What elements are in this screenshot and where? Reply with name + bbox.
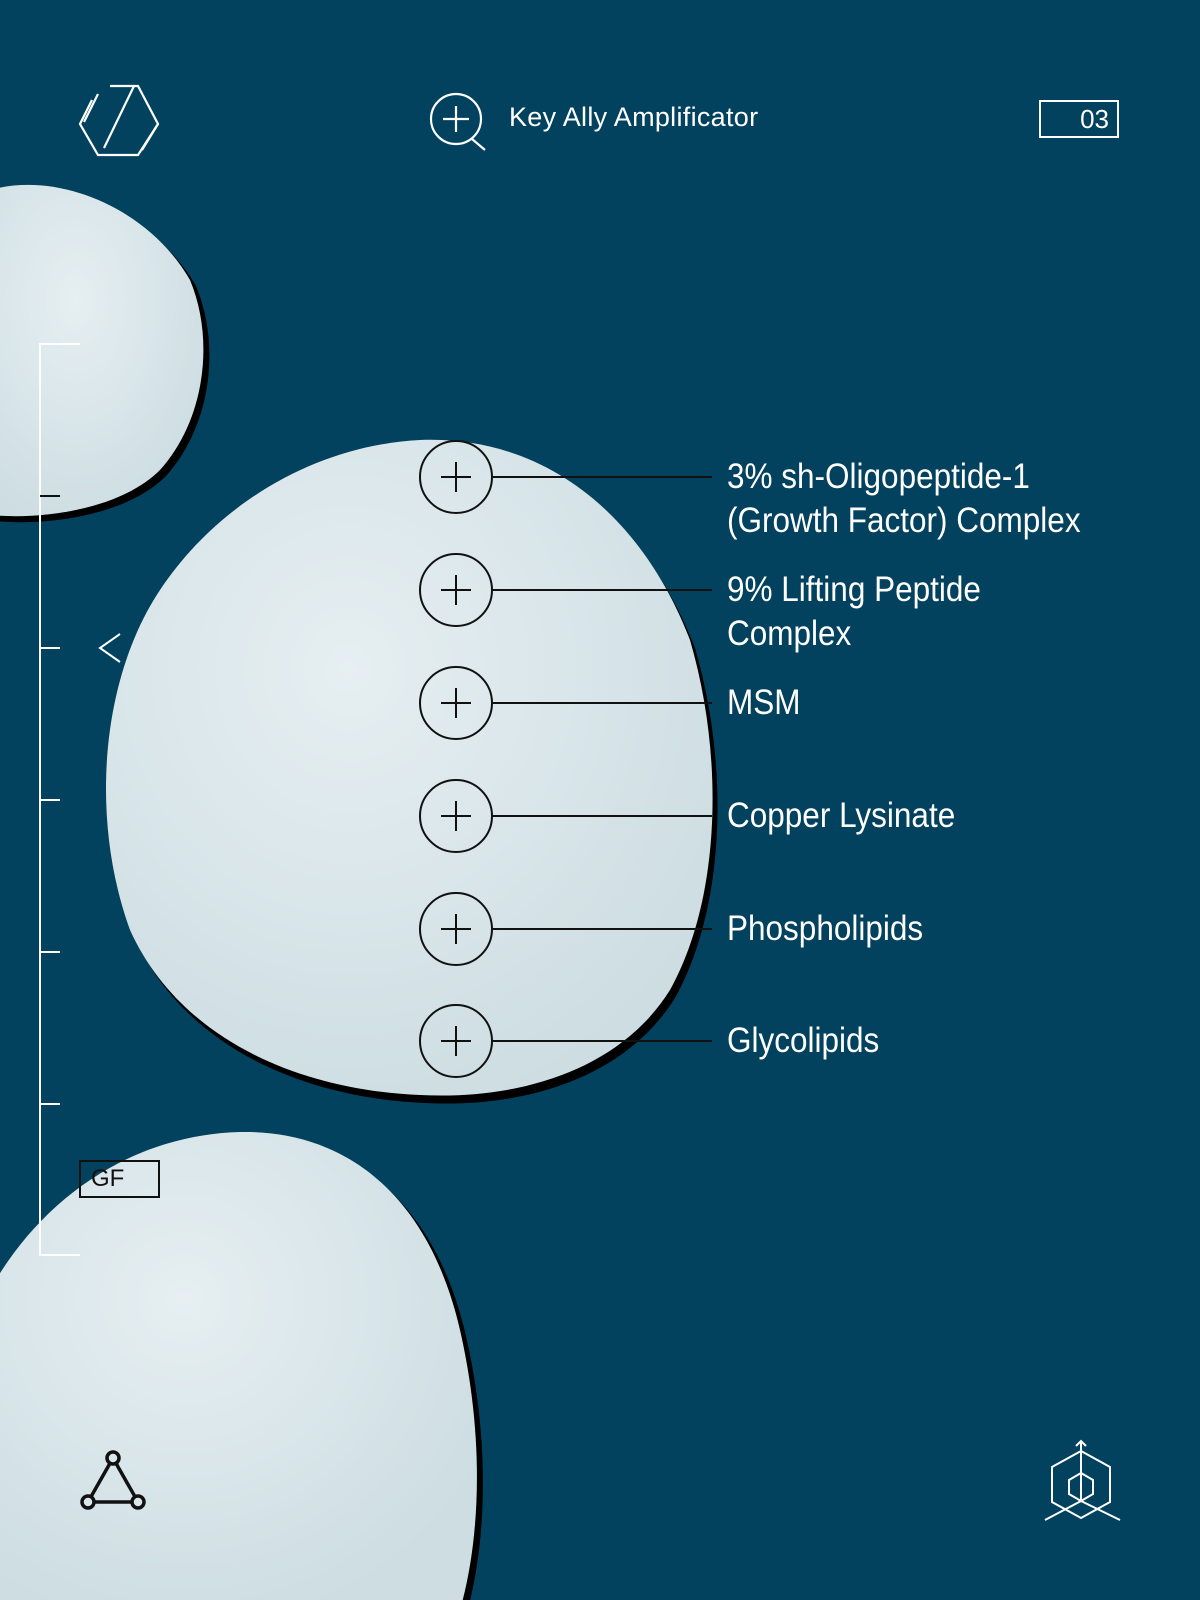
ingredient-label: Copper Lysinate <box>727 794 955 838</box>
cream-blob-top <box>0 184 210 523</box>
chevron-left-icon[interactable] <box>98 633 121 663</box>
ingredient-label: 9% Lifting Peptide Complex <box>727 568 981 656</box>
cream-blob-bottom <box>0 1131 483 1600</box>
ingredient-label: Glycolipids <box>727 1019 879 1063</box>
ruler-scale <box>39 343 80 1256</box>
ingredient-label-line1: Phospholipids <box>727 909 924 948</box>
triangle-nodes-icon <box>80 1450 146 1510</box>
ingredient-marker[interactable] <box>419 666 712 740</box>
zoom-in-icon <box>429 92 486 151</box>
ingredient-label: 3% sh-Oligopeptide-1 (Growth Factor) Comp… <box>727 455 1081 543</box>
ingredient-label-line1: MSM <box>727 683 801 722</box>
hexagon-slash-icon <box>78 84 160 157</box>
ingredient-label: MSM <box>727 681 800 725</box>
ingredient-marker[interactable] <box>419 440 712 514</box>
ingredient-label-line1: 9% Lifting Peptide <box>727 570 981 609</box>
cream-blob-center <box>106 439 718 1104</box>
gf-tag: GF <box>79 1160 160 1198</box>
page-title: Key Ally Amplificator <box>509 102 759 132</box>
ingredient-label-line1: 3% sh-Oligopeptide-1 <box>727 457 1030 496</box>
ingredient-label-line1: Copper Lysinate <box>727 796 956 835</box>
ingredient-marker[interactable] <box>419 553 712 627</box>
ingredient-label: Phospholipids <box>727 907 923 951</box>
ingredient-marker[interactable] <box>419 1004 712 1078</box>
ingredient-label-line1: Glycolipids <box>727 1021 880 1060</box>
page-number-badge: 03 <box>1039 100 1119 138</box>
ingredient-label-line2: (Growth Factor) Complex <box>727 501 1081 540</box>
ingredient-label-line2: Complex <box>727 614 852 653</box>
ingredient-marker[interactable] <box>419 779 712 853</box>
3d-cube-axes-icon <box>1044 1439 1121 1521</box>
ingredient-marker[interactable] <box>419 892 712 966</box>
